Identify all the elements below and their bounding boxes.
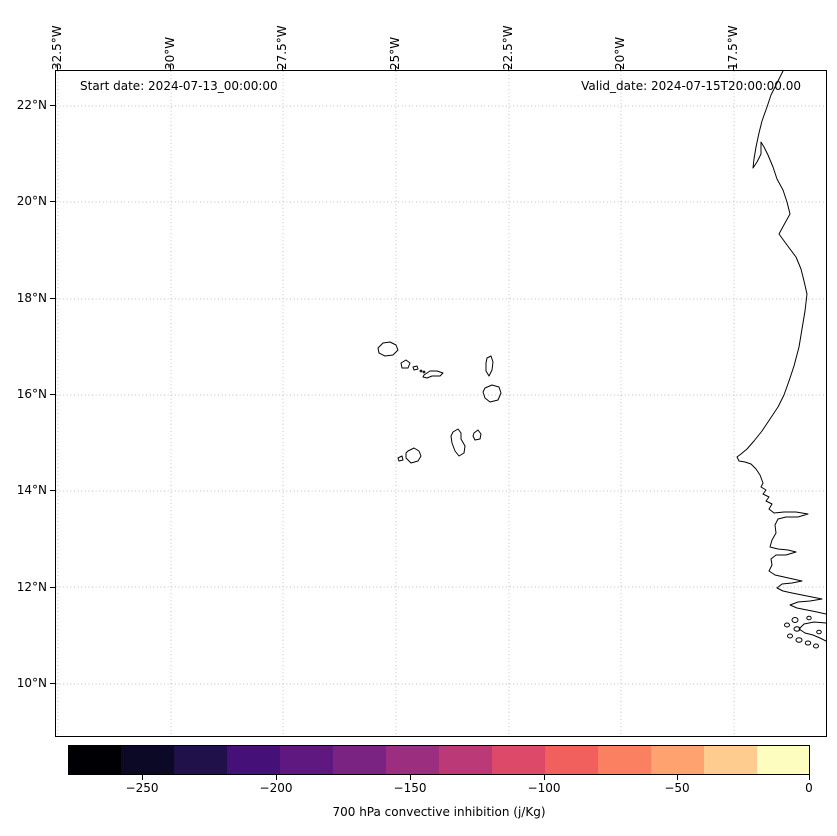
top-tick-mark <box>57 65 58 70</box>
island-boa-vista <box>482 384 502 403</box>
colorbar-tick-mark <box>410 775 411 780</box>
top-tick-mark <box>395 65 396 70</box>
colorbar-segment <box>386 745 439 775</box>
islet <box>422 370 426 374</box>
colorbar-segment <box>439 745 492 775</box>
left-tick-mark <box>50 105 55 106</box>
top-tick-mark <box>282 65 283 70</box>
colorbar-tick-mark <box>276 775 277 780</box>
lat-tick-label: 14°N <box>16 483 47 497</box>
island-sao-nicolau <box>422 370 444 379</box>
top-tick-mark <box>620 65 621 70</box>
lat-tick-label: 10°N <box>16 676 47 690</box>
islet <box>419 369 423 373</box>
colorbar <box>68 745 810 775</box>
map-canvas <box>56 71 826 736</box>
island-sao-vicente <box>400 359 411 369</box>
colorbar-segment <box>333 745 386 775</box>
colorbar-segment <box>651 745 704 775</box>
island-maio <box>472 429 482 441</box>
lon-tick-label: 17.5°W <box>726 25 740 70</box>
colorbar-segment <box>704 745 757 775</box>
lat-tick-label: 16°N <box>16 387 47 401</box>
cape-verde-islands <box>377 341 502 464</box>
bijagos-islands <box>784 615 822 649</box>
colorbar-segment <box>492 745 545 775</box>
left-tick-mark <box>50 201 55 202</box>
top-tick-mark <box>170 65 171 70</box>
lat-tick-label: 22°N <box>16 98 47 112</box>
colorbar-segment <box>545 745 598 775</box>
lon-tick-label: 22.5°W <box>501 25 515 70</box>
left-tick-mark <box>50 394 55 395</box>
island-santo-antao <box>377 341 399 357</box>
lon-tick-label: 27.5°W <box>275 25 289 70</box>
island-brava <box>397 455 404 462</box>
colorbar-segment <box>757 745 810 775</box>
colorbar-segment <box>227 745 280 775</box>
colorbar-segment <box>174 745 227 775</box>
colorbar-tick-mark <box>809 775 810 780</box>
colorbar-tick-label: −50 <box>664 781 690 795</box>
left-tick-mark <box>50 587 55 588</box>
colorbar-tick-label: 0 <box>805 781 813 795</box>
lon-tick-label: 32.5°W <box>50 25 64 70</box>
left-tick-mark <box>50 683 55 684</box>
top-tick-mark <box>733 65 734 70</box>
colorbar-tick-label: −250 <box>125 781 159 795</box>
left-tick-mark <box>50 298 55 299</box>
colorbar-segment <box>121 745 174 775</box>
colorbar-tick-label: −200 <box>259 781 293 795</box>
island-santa-luzia <box>412 365 419 371</box>
colorbar-frame <box>68 745 810 775</box>
graticule-gridlines <box>56 71 826 736</box>
lat-tick-label: 20°N <box>16 194 47 208</box>
island-santiago <box>450 428 466 457</box>
colorbar-tick-label: −150 <box>393 781 427 795</box>
top-tick-mark <box>508 65 509 70</box>
lat-tick-label: 12°N <box>16 580 47 594</box>
island-fogo <box>405 447 422 464</box>
colorbar-tick-label: −100 <box>527 781 561 795</box>
valid-date-text: Valid_date: 2024-07-15T20:00:00.00 <box>581 79 801 93</box>
start-date-text: Start date: 2024-07-13_00:00:00 <box>80 79 278 93</box>
colorbar-segment <box>280 745 333 775</box>
lat-tick-label: 18°N <box>16 291 47 305</box>
lon-tick-label: 30°W <box>163 36 177 70</box>
lon-tick-label: 25°W <box>388 36 402 70</box>
colorbar-segment <box>68 745 121 775</box>
colorbar-tick-mark <box>544 775 545 780</box>
colorbar-title: 700 hPa convective inhibition (j/Kg) <box>332 805 546 819</box>
island-sal <box>485 355 494 377</box>
left-tick-mark <box>50 490 55 491</box>
colorbar-segment <box>598 745 651 775</box>
colorbar-tick-mark <box>142 775 143 780</box>
lon-tick-label: 20°W <box>613 36 627 70</box>
map-plot-area: Start date: 2024-07-13_00:00:00 Valid_da… <box>55 70 827 737</box>
africa-coastline <box>736 71 826 642</box>
colorbar-tick-mark <box>677 775 678 780</box>
